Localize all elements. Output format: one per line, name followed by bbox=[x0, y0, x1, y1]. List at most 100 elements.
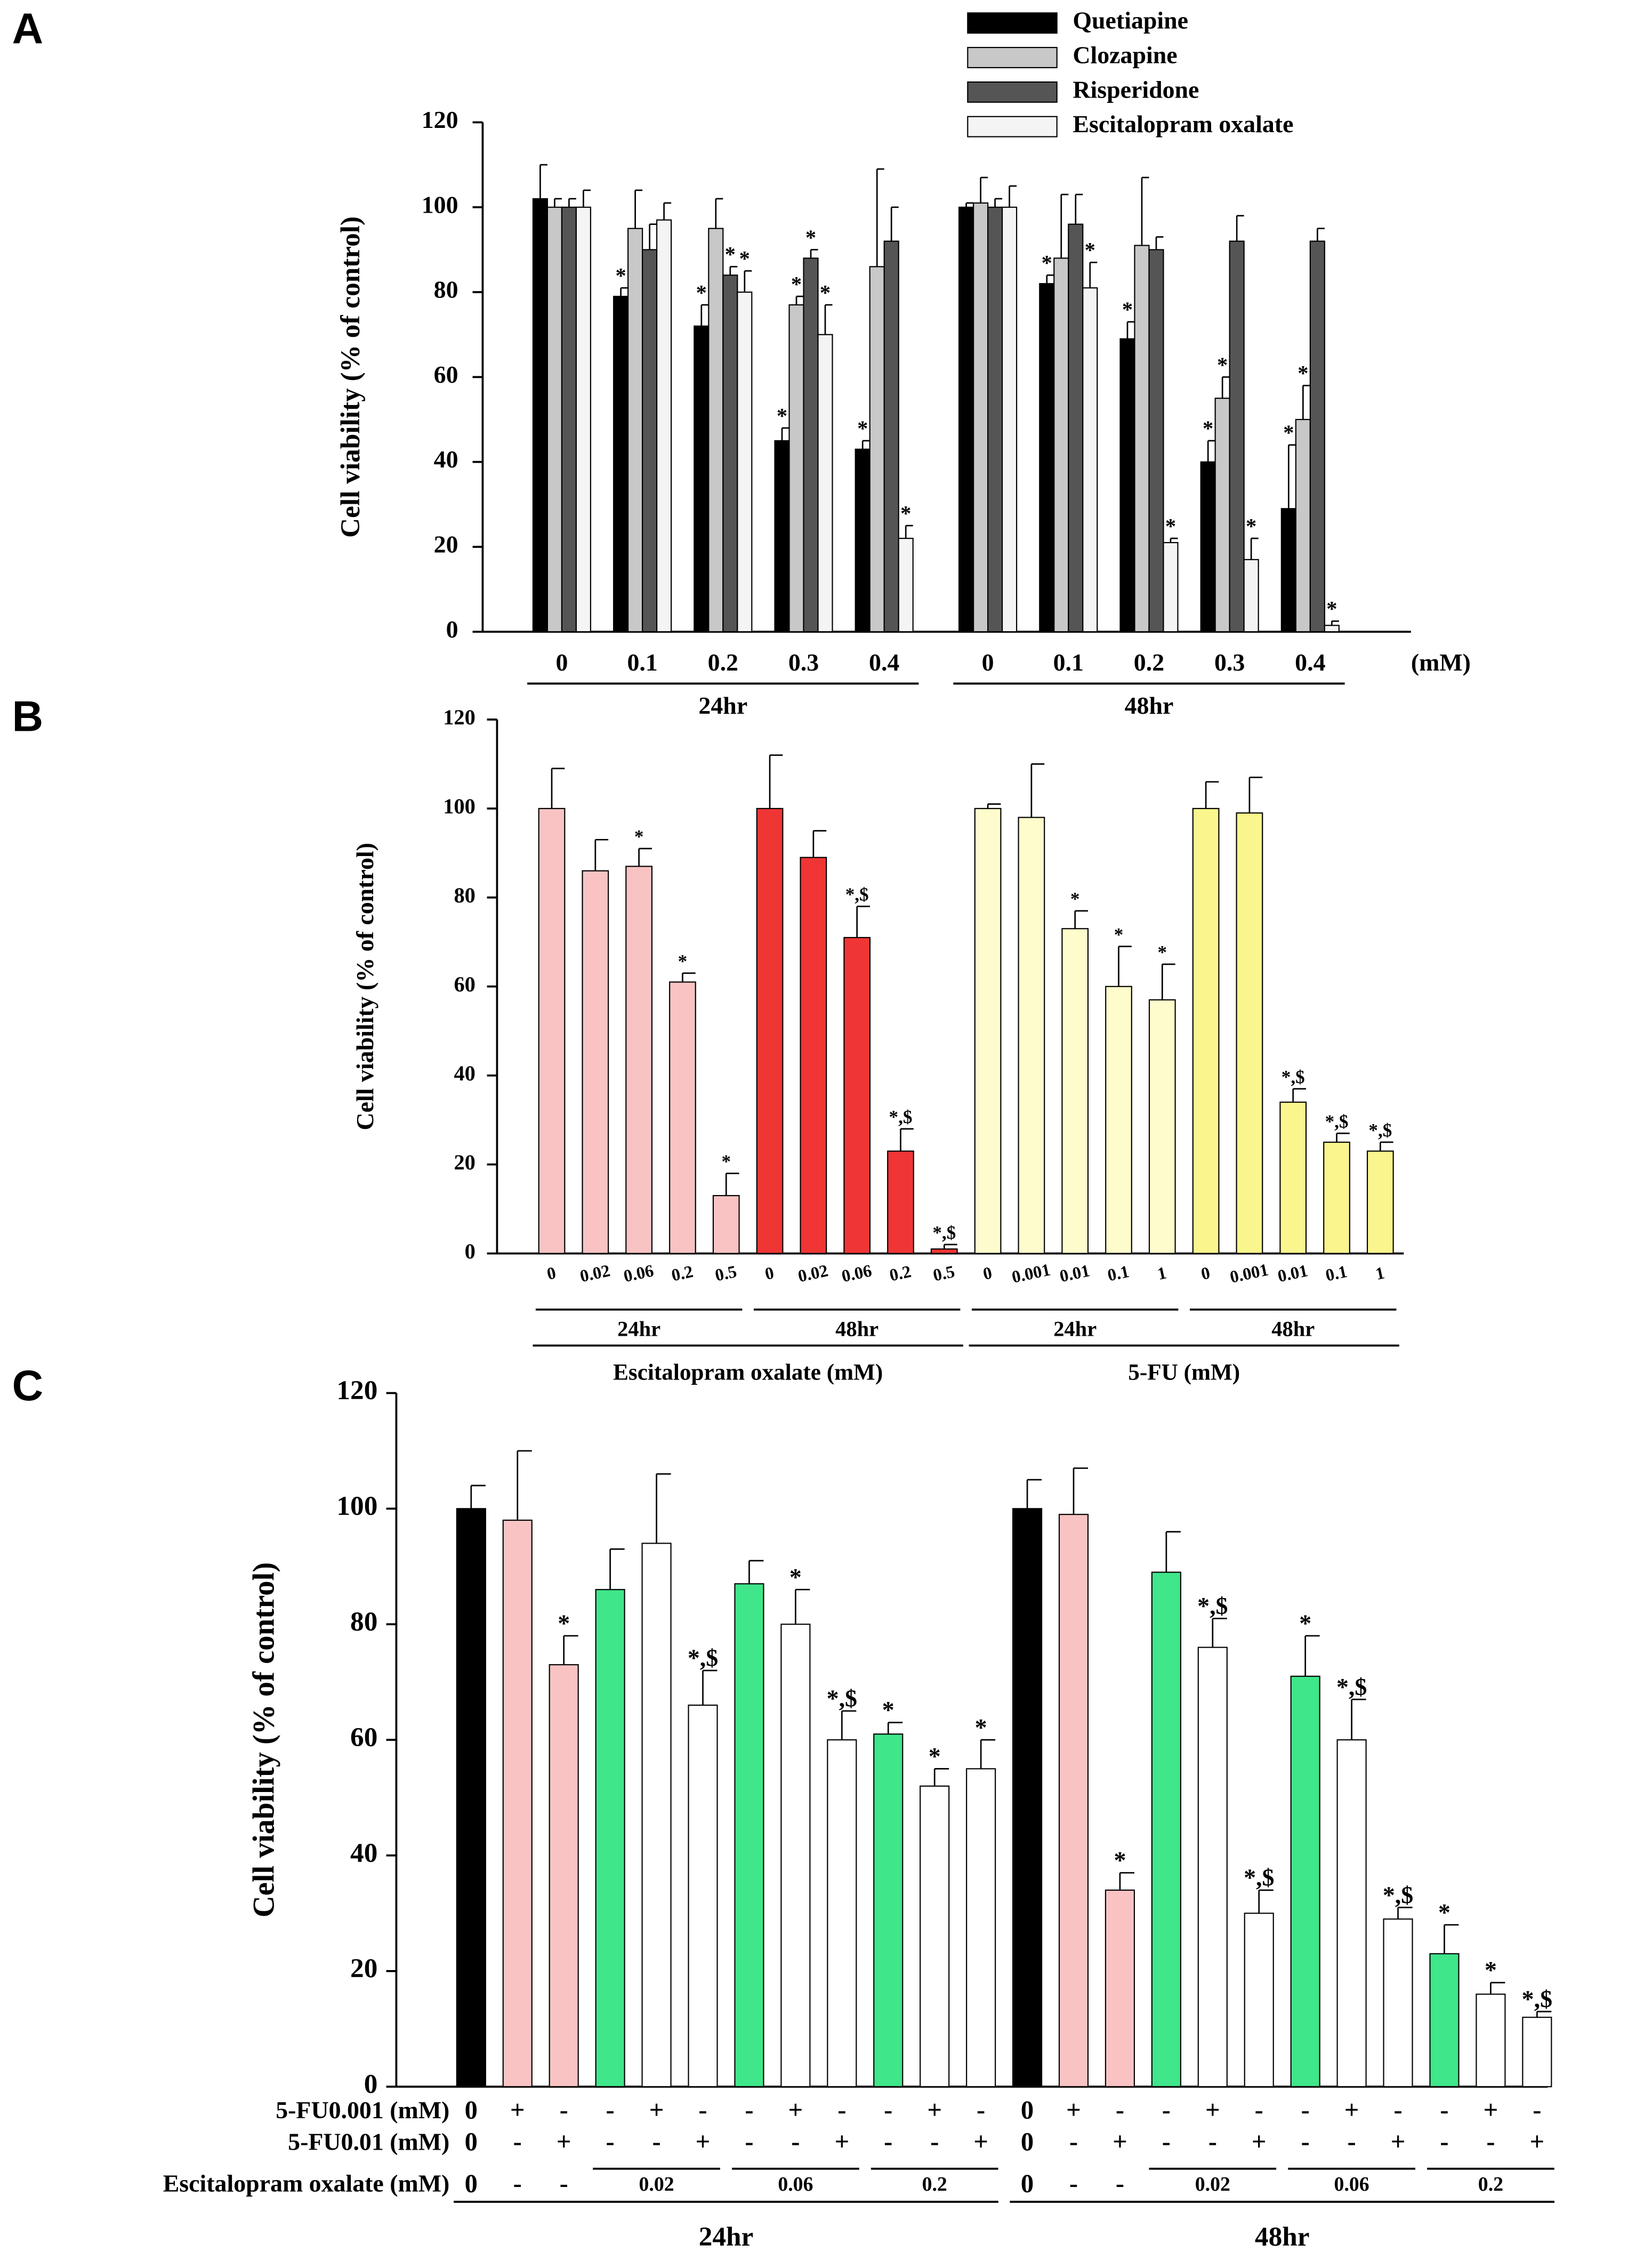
super-group-label: 5-FU (mM) bbox=[1128, 1360, 1240, 1385]
significance-label: * bbox=[615, 264, 626, 288]
significance-label: * bbox=[1085, 238, 1095, 262]
legend-label: Clozapine bbox=[1073, 42, 1177, 69]
significance-label: *,$ bbox=[1325, 1111, 1349, 1132]
x-tick-label: 0 bbox=[1199, 1263, 1212, 1284]
bar bbox=[1119, 338, 1135, 633]
group-label: 48hr bbox=[1271, 1317, 1315, 1341]
x-tick-label: 0.3 bbox=[1214, 649, 1245, 676]
row-cell: + bbox=[1066, 2096, 1081, 2125]
row-cell: 0 bbox=[1021, 2169, 1034, 2198]
significance-label: * bbox=[739, 247, 750, 271]
x-tick-label: 0 bbox=[763, 1263, 776, 1284]
row-cell: - bbox=[745, 2127, 753, 2156]
row-cell: + bbox=[1205, 2096, 1220, 2125]
x-tick-label: 0 bbox=[981, 1263, 994, 1284]
row-cell: - bbox=[1162, 2127, 1171, 2156]
bar bbox=[1309, 240, 1325, 633]
bar bbox=[987, 206, 1003, 633]
row-label: 5-FU0.01 (mM) bbox=[288, 2128, 449, 2155]
row-cell: - bbox=[606, 2127, 615, 2156]
bar bbox=[502, 1519, 533, 2087]
bar bbox=[1012, 1508, 1043, 2087]
bar bbox=[1214, 398, 1230, 633]
bar bbox=[920, 1785, 950, 2087]
significance-label: * bbox=[1485, 1956, 1497, 1983]
bar bbox=[827, 1739, 857, 2087]
bar bbox=[898, 537, 914, 633]
row-cell: - bbox=[1301, 2127, 1310, 2156]
significance-label: *,$ bbox=[1383, 1881, 1413, 1908]
x-tick-label: 0 bbox=[545, 1263, 558, 1284]
significance-label: * bbox=[558, 1610, 570, 1637]
bar bbox=[656, 219, 672, 633]
y-tick-label: 40 bbox=[454, 1061, 475, 1085]
row-cell: - bbox=[513, 2127, 522, 2156]
bar bbox=[1068, 223, 1084, 633]
bar bbox=[1058, 1514, 1089, 2087]
significance-label: * bbox=[789, 1563, 802, 1591]
row-cell: - bbox=[884, 2096, 892, 2125]
significance-label: *,$ bbox=[1282, 1067, 1305, 1087]
bar bbox=[538, 808, 566, 1254]
bar bbox=[1134, 245, 1150, 633]
bar bbox=[855, 448, 871, 633]
row-cell: 0.06 bbox=[778, 2173, 813, 2196]
significance-label: * bbox=[1042, 251, 1052, 275]
bar bbox=[1039, 283, 1055, 633]
x-tick-label: 0.02 bbox=[796, 1261, 830, 1286]
row-cell: - bbox=[791, 2127, 800, 2156]
significance-label: *,$ bbox=[688, 1644, 718, 1672]
significance-label: *,$ bbox=[889, 1107, 913, 1127]
y-tick-label: 100 bbox=[443, 794, 476, 818]
x-tick-label: 0.5 bbox=[713, 1262, 738, 1286]
row-cell: + bbox=[788, 2096, 803, 2125]
row-cell: - bbox=[1393, 2096, 1402, 2125]
bar bbox=[1336, 1739, 1367, 2087]
bar bbox=[642, 249, 658, 633]
row-cell: + bbox=[834, 2127, 849, 2156]
y-tick-label: 80 bbox=[350, 1607, 377, 1637]
y-axis-label: Cell viability (% of control) bbox=[247, 1562, 280, 1918]
panel-letter: B bbox=[12, 692, 43, 740]
row-cell: - bbox=[1069, 2127, 1078, 2156]
row-cell: 0.2 bbox=[1478, 2173, 1503, 2196]
significance-label: * bbox=[696, 280, 707, 304]
row-cell: - bbox=[1533, 2096, 1541, 2125]
y-tick-label: 0 bbox=[465, 1239, 476, 1263]
y-tick-label: 100 bbox=[422, 191, 458, 218]
bar bbox=[532, 198, 549, 633]
y-tick-label: 80 bbox=[434, 276, 458, 303]
row-cell: - bbox=[1255, 2096, 1263, 2125]
bar bbox=[1290, 1675, 1320, 2087]
bar bbox=[1236, 812, 1263, 1254]
group-label: 48hr bbox=[1125, 692, 1174, 719]
bar bbox=[1192, 808, 1220, 1254]
x-unit: (mM) bbox=[1411, 649, 1471, 676]
row-cell: - bbox=[560, 2169, 568, 2198]
bar bbox=[873, 1733, 904, 2087]
x-tick-label: 0.2 bbox=[888, 1262, 913, 1286]
bar bbox=[780, 1624, 811, 2087]
bar bbox=[688, 1704, 718, 2087]
row-cell: - bbox=[884, 2127, 892, 2156]
y-tick-label: 20 bbox=[454, 1150, 475, 1174]
bar bbox=[456, 1508, 486, 2087]
bar bbox=[1002, 206, 1018, 633]
significance-label: * bbox=[1165, 514, 1176, 538]
bar bbox=[1148, 999, 1176, 1254]
row-cell: - bbox=[1116, 2096, 1124, 2125]
x-tick-label: 0.01 bbox=[1058, 1261, 1092, 1286]
bar bbox=[1061, 928, 1089, 1254]
bar bbox=[883, 240, 899, 633]
bar bbox=[1244, 1912, 1274, 2087]
row-cell: + bbox=[1252, 2127, 1267, 2156]
y-tick-label: 60 bbox=[454, 972, 475, 996]
y-tick-label: 40 bbox=[350, 1838, 377, 1868]
row-cell: - bbox=[977, 2096, 985, 2125]
significance-label: * bbox=[777, 403, 787, 427]
significance-label: * bbox=[721, 1151, 731, 1172]
significance-label: * bbox=[1217, 353, 1228, 377]
legend-swatch bbox=[967, 81, 1058, 103]
y-axis-label: Cell viability (% of control) bbox=[351, 843, 378, 1130]
